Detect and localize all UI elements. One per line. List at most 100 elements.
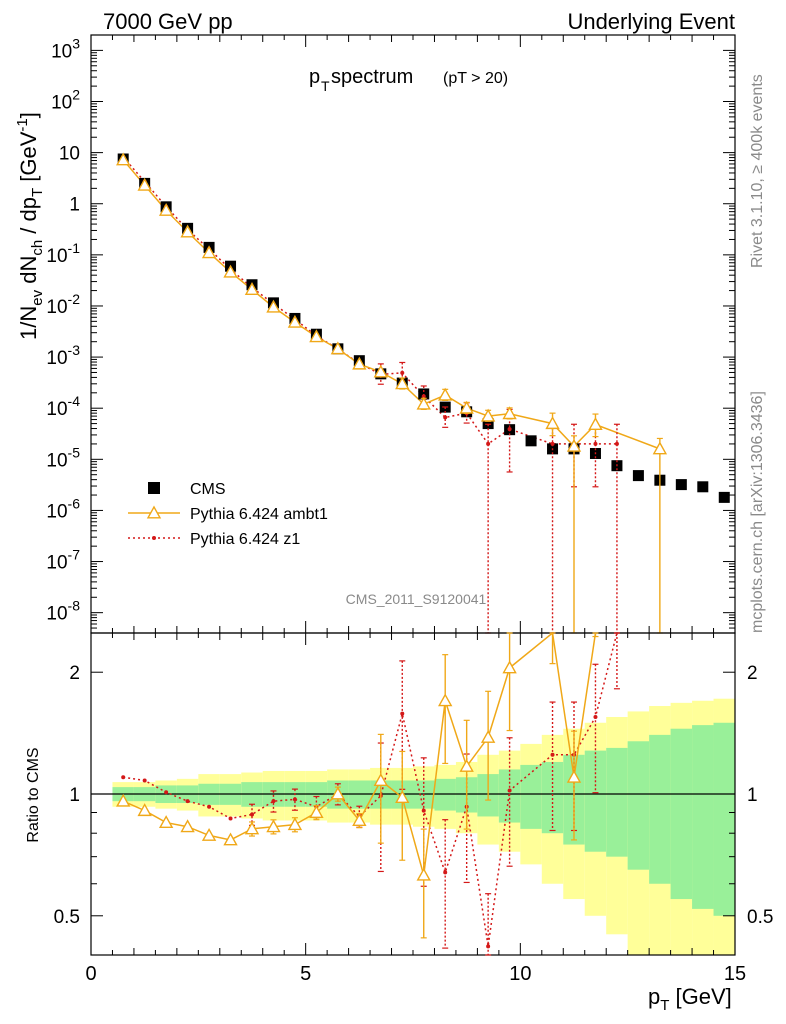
ambt1-point: [459, 400, 474, 414]
z1-ratio-point: [164, 790, 169, 795]
ambt1-ratio-point: [480, 729, 496, 743]
ambt1-ratio-line: [122, 631, 597, 876]
ratio-plot-series: [116, 631, 620, 956]
main-plot-border: [90, 34, 736, 634]
cms-data-point: [482, 418, 494, 430]
ambt1-point: [330, 341, 346, 355]
main-y-tick-label: 10-4: [46, 393, 80, 420]
ambt1-ratio-point: [459, 758, 474, 772]
z1-ratio-point: [185, 799, 190, 804]
ambt1-point: [545, 416, 560, 430]
main-y-axis-label: 1/Nev dNch / dpT [GeV-1]: [14, 112, 46, 340]
title-cut: (pT > 20): [443, 70, 508, 87]
main-y-tick-label: 10-1: [46, 240, 80, 267]
title-rest: spectrum: [331, 66, 413, 88]
ambt1-ratio-point: [158, 815, 174, 829]
z1-point: [614, 441, 619, 446]
z1-point: [421, 394, 426, 399]
x-tick-label: 0: [85, 963, 96, 985]
ambt1-ratio-point: [309, 805, 324, 819]
ambt1-ratio-point: [244, 821, 260, 835]
x-tick-label: 15: [724, 963, 746, 985]
ambt1-point: [438, 387, 453, 401]
z1-ratio-point: [400, 711, 405, 716]
ambt1-ratio-point: [137, 803, 152, 817]
main-y-tick-label: 10-8: [46, 598, 80, 625]
z1-point: [486, 441, 491, 446]
svg-text:pT [GeV]: pT [GeV]: [648, 984, 732, 1014]
ambt1-point: [502, 406, 517, 420]
ambt1-point: [480, 408, 496, 422]
z1-ratio-point: [271, 799, 276, 804]
cms-data-point: [525, 435, 537, 447]
ambt1-point: [244, 282, 260, 295]
header-left: 7000 GeV pp: [103, 9, 233, 34]
ambt1-ratio-point: [201, 827, 217, 841]
main-plot-frame: 10-8 10-7 10-6 10-5 10-4 10-3 10-2 10-1 1 10 102 10…: [46, 34, 736, 634]
ambt1-ratio-point: [373, 773, 388, 786]
z1-point: [593, 441, 598, 446]
main-plot-series: [116, 152, 730, 634]
title-main: p: [309, 66, 320, 88]
z1-ratio-point: [550, 752, 555, 757]
ratio-y-tick-label-right: 1: [747, 785, 758, 806]
ambt1-point: [137, 177, 152, 191]
ambt1-point: [309, 329, 324, 343]
ambt1-ratio-point: [566, 769, 582, 783]
main-y-tick-label: 102: [51, 87, 80, 114]
ambt1-point: [566, 438, 582, 452]
ambt1-point: [652, 441, 668, 455]
z1-ratio-point: [250, 812, 254, 817]
legend-z1-marker: [152, 536, 156, 540]
z1-point: [443, 415, 448, 420]
legend-label: Pythia 6.424 ambt1: [190, 506, 328, 523]
ratio-y-tick-label: 0.5: [54, 907, 80, 928]
ambt1-point: [223, 264, 238, 278]
inner-band-bin: [670, 728, 693, 900]
main-y-tick-label: 10: [59, 144, 80, 165]
ambt1-ratio-point: [287, 817, 303, 831]
ambt1-point: [588, 417, 603, 430]
inner-band-bin: [584, 750, 607, 852]
ratio-y-axis-label: Ratio to CMS: [25, 747, 42, 842]
legend: CMS Pythia 6.424 ambt1 Pythia 6.424 z1: [128, 481, 328, 548]
main-y-tick-label: 10-7: [46, 547, 80, 574]
inner-band-bin: [713, 722, 735, 916]
inner-band-bin: [541, 761, 564, 834]
ambt1-point: [287, 314, 303, 328]
legend-label: Pythia 6.424 z1: [190, 531, 300, 548]
ambt1-point: [201, 245, 217, 259]
ambt1-ratio-point: [438, 693, 453, 707]
ambt1-ratio-point: [266, 819, 281, 833]
main-y-tick-label: 10-6: [46, 495, 80, 522]
ambt1-point: [416, 396, 431, 410]
legend-cms-marker: [148, 482, 160, 494]
ambt1-ratio-point: [502, 660, 517, 674]
inner-band-bin: [649, 734, 671, 884]
header-right: Underlying Event: [567, 9, 735, 34]
main-y-tick-label: 10-2: [46, 291, 80, 318]
svg-text:1/Nev dNch / dpT [GeV-1]: 1/Nev dNch / dpT [GeV-1]: [14, 112, 46, 340]
z1-ratio-point: [121, 775, 126, 780]
ambt1-point: [266, 299, 281, 313]
ambt1-ratio-point: [395, 790, 410, 804]
z1-ratio-point: [593, 714, 598, 719]
main-y-tick-label: 10-5: [46, 444, 80, 471]
ratio-y-tick-label: 1: [69, 785, 80, 806]
ambt1-point: [352, 356, 367, 370]
main-y-tick-label: 10-3: [46, 342, 80, 369]
z1-point: [507, 427, 512, 432]
cms-data-point: [418, 388, 430, 400]
ambt1-point: [116, 152, 131, 166]
x-tick-label: 10: [509, 963, 531, 985]
inner-band-bin: [434, 778, 456, 811]
inner-band-bin: [692, 725, 714, 909]
main-y-tick-label: 1: [69, 195, 80, 216]
ratio-x-axis-label: pT [GeV]: [648, 984, 732, 1014]
ratio-y-tick-label: 2: [69, 663, 80, 684]
cms-data-point: [718, 491, 730, 503]
ambt1-ratio-point: [416, 867, 431, 881]
ratio-plot-frame: 0.5 0.5 1 1 2 2 0 5 10 15: [54, 632, 773, 985]
ambt1-ratio-point: [223, 832, 238, 846]
